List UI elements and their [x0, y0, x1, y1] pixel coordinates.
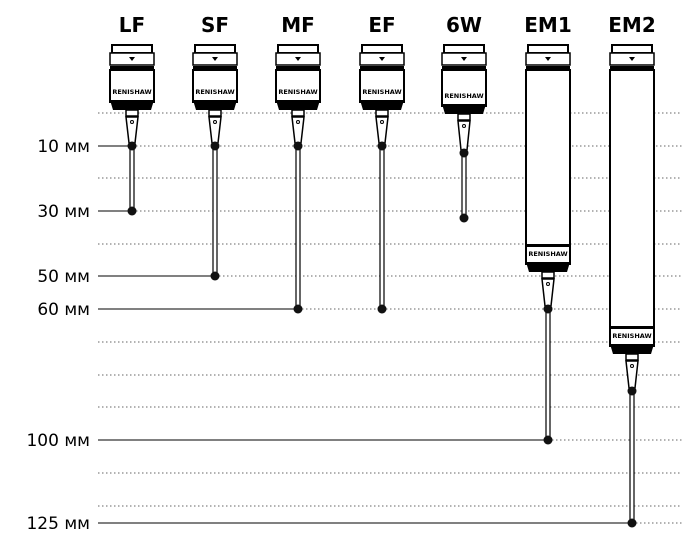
renishaw-logo: RENISHAW	[112, 88, 151, 96]
stylus-tip-ball	[543, 435, 553, 445]
stylus-stem	[212, 145, 218, 277]
stylus-ball	[210, 141, 220, 151]
stylus-ball	[627, 386, 637, 396]
probe-name: EM2	[608, 13, 655, 37]
renishaw-logo: RENISHAW	[444, 92, 483, 100]
length-label: 30 мм	[37, 202, 90, 222]
stylus-stem	[461, 152, 467, 219]
stylus-stem	[295, 145, 301, 310]
length-label: 100 мм	[26, 431, 90, 451]
probe-em2: EM2 RENISHAW	[608, 13, 656, 528]
triangle-marker-icon	[545, 57, 551, 61]
probe-name: 6W	[446, 13, 482, 37]
probe-name: LF	[119, 13, 145, 37]
stylus-ball	[543, 304, 553, 314]
triangle-marker-icon	[129, 57, 135, 61]
stylus-tip-ball	[377, 304, 387, 314]
triangle-marker-icon	[379, 57, 385, 61]
length-label: 125 мм	[26, 514, 90, 534]
triangle-marker-icon	[629, 57, 635, 61]
probe-name: EM1	[524, 13, 571, 37]
stylus-ball	[127, 141, 137, 151]
length-label: 50 мм	[37, 267, 90, 287]
stylus-tip-ball	[627, 518, 637, 528]
triangle-marker-icon	[212, 57, 218, 61]
probe-em1: EM1 RENISHAW	[524, 13, 572, 445]
renishaw-logo: RENISHAW	[278, 88, 317, 96]
stylus-ball	[377, 141, 387, 151]
stylus-tip-ball	[210, 271, 220, 281]
stylus-stem	[379, 145, 385, 310]
probe-lf: LF RENISHAW	[109, 13, 155, 216]
length-label: 10 мм	[37, 137, 90, 157]
probe-name: SF	[201, 13, 229, 37]
probe-name: EF	[368, 13, 395, 37]
probe-sf: SF RENISHAW	[192, 13, 238, 281]
stylus-ball	[293, 141, 303, 151]
triangle-marker-icon	[461, 57, 467, 61]
probe-name: MF	[281, 13, 315, 37]
length-label: 60 мм	[37, 300, 90, 320]
renishaw-logo: RENISHAW	[362, 88, 401, 96]
renishaw-logo: RENISHAW	[195, 88, 234, 96]
probe-6w: 6W RENISHAW	[441, 13, 487, 223]
renishaw-logo: RENISHAW	[528, 250, 567, 258]
probe-ef: EF RENISHAW	[359, 13, 405, 314]
triangle-marker-icon	[295, 57, 301, 61]
stylus-tip-ball	[293, 304, 303, 314]
stylus-stem	[545, 308, 551, 441]
stylus-ball	[459, 148, 469, 158]
stylus-tip-ball	[127, 206, 137, 216]
probe-mf: MF RENISHAW	[275, 13, 321, 314]
renishaw-logo: RENISHAW	[612, 332, 651, 340]
stylus-tip-ball	[459, 213, 469, 223]
stylus-stem	[129, 145, 135, 212]
stylus-stem	[629, 390, 635, 524]
